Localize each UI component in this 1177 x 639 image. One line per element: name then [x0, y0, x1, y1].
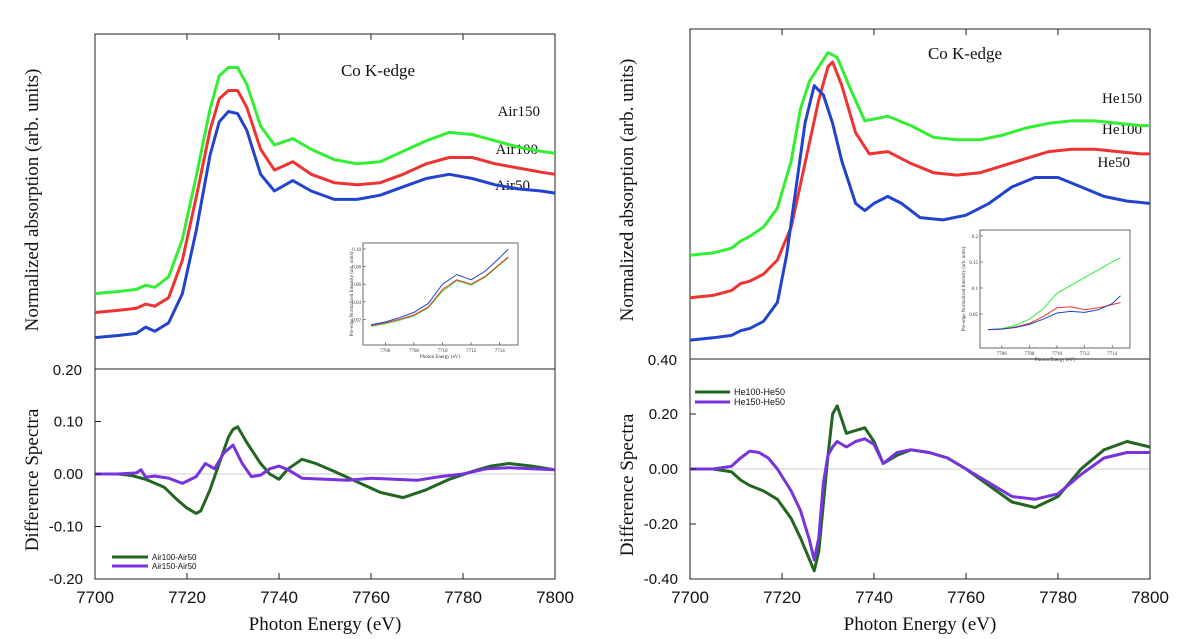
left-x-tick-label: 7760: [352, 588, 390, 607]
left-top-ytick: 0.20: [53, 362, 82, 379]
right-inset-xlabel: Photon Energy (eV): [1035, 358, 1076, 363]
chart-marks: 7700 7720 7740 7760 7780 7800 -0.20 -0.10 0.00 0.…: [49, 29, 1169, 607]
right-top-ylabel: Normalized absorption (arb. units): [617, 59, 638, 322]
right-inset-frame: [979, 229, 1131, 349]
right-legend-label-he150-he50: He150-He50: [734, 397, 785, 407]
left-bottom-y-tick-label: 0.00: [54, 466, 83, 483]
left-inset-xlabel: Photon Energy (eV): [420, 355, 461, 360]
left-inset-x-tick-label: 7706: [380, 349, 391, 354]
right-chart-title: Co K-edge: [928, 44, 1002, 63]
right-bottom-ylabel: Difference Spectra: [617, 413, 638, 556]
left-inset-y-tick-label: 0.04: [352, 301, 361, 306]
left-inset-y-tick-label: 0.06: [352, 283, 361, 288]
right-bottom-series-line-he100-he50: [690, 404, 1151, 573]
right-inset-x-tick-label: 7708: [1024, 352, 1035, 357]
left-inset-ylabel: Pre-edge Normalized Intensity (arb. unit…: [350, 251, 355, 336]
left-bottom-y-tick-label: 0.10: [54, 414, 83, 431]
left-top-series-line-air50: [94, 110, 556, 340]
left-inset-series-line: [370, 256, 509, 327]
right-inset-ylabel: Pre-edge Normalized Intensity (arb. unit…: [962, 246, 967, 331]
right-bottom-y-tick-label: 0.20: [649, 406, 678, 423]
left-x-tick-label: 7740: [260, 588, 298, 607]
left-legend-label-air100-air50: Air100-Air50: [152, 553, 197, 562]
right-inset-y-tick-label: 0.15: [969, 261, 978, 266]
left-top-ylabel: Normalized absorption (arb. units): [22, 69, 43, 332]
left-xlabel: Photon Energy (eV): [249, 614, 402, 635]
left-bottom-y-tick-label: -0.20: [49, 571, 83, 588]
right-inset-x-tick-label: 7714: [1107, 352, 1118, 357]
right-top-series-line-he100: [689, 60, 1150, 300]
left-x-tick-label: 7720: [168, 588, 206, 607]
right-inset-series-line: [987, 295, 1121, 331]
right-bottom-series-line-he150-he50: [690, 437, 1150, 562]
left-inset-x-tick-label: 7712: [466, 349, 477, 354]
left-top-series-line-air150: [94, 66, 556, 296]
left-x-tick-label: 7800: [536, 588, 574, 607]
left-bottom-series-line-air100-air50: [95, 425, 556, 515]
right-bottom-y-tick-label: 0.00: [649, 461, 678, 478]
left-top-series-line-air100: [94, 89, 556, 314]
right-x-tick-label: 7800: [1131, 588, 1169, 607]
right-top-ytick: 0.40: [648, 352, 677, 369]
right-inset-x-tick-label: 7712: [1080, 352, 1091, 357]
right-bottom-y-tick-label: -0.40: [644, 571, 678, 588]
right-x-tick-label: 7720: [763, 588, 801, 607]
right-x-tick-label: 7780: [1039, 588, 1077, 607]
left-legend-label-air150-air50: Air150-Air50: [152, 562, 197, 571]
left-inset-x-tick-label: 7710: [438, 349, 449, 354]
right-inset-y-tick-label: 0.05: [969, 313, 978, 318]
right-inset-x-tick-label: 7706: [997, 352, 1008, 357]
left-inset-x-tick-label: 7708: [409, 349, 420, 354]
right-inset-y-tick-label: 0.1: [972, 287, 979, 292]
right-x-tick-label: 7700: [671, 588, 709, 607]
left-inset-y-tick-label: 0.02: [352, 318, 361, 323]
right-top-series-line-he150: [689, 51, 1150, 257]
right-series-label-he150: He150: [1102, 91, 1142, 107]
left-inset-series-line: [370, 248, 509, 326]
right-legend-label-he100-he50: He100-He50: [734, 387, 785, 397]
left-x-tick-label: 7780: [444, 588, 482, 607]
left-inset-series-line: [370, 257, 509, 327]
right-inset-series-line: [987, 257, 1121, 331]
left-chart-title: Co K-edge: [341, 61, 415, 80]
right-inset-y-tick-label: 0.2: [972, 235, 979, 240]
left-inset-x-tick-label: 7714: [495, 349, 506, 354]
left-bottom-series-line-air150-air50: [95, 443, 556, 485]
left-inset-y-tick-label: 0.10: [352, 248, 361, 253]
right-bottom-y-tick-label: -0.20: [644, 516, 678, 533]
right-top-series-line-he50: [689, 84, 1151, 342]
left-inset-y-tick-label: 0.08: [352, 266, 361, 271]
left-bottom-y-tick-label: -0.10: [49, 519, 83, 536]
right-xlabel: Photon Energy (eV): [844, 614, 997, 635]
right-series-label-he50: He50: [1098, 155, 1131, 171]
left-series-label-air150: Air150: [498, 104, 541, 120]
right-x-tick-label: 7740: [855, 588, 893, 607]
left-series-label-air100: Air100: [496, 142, 539, 158]
left-x-tick-label: 7700: [76, 588, 114, 607]
left-bottom-ylabel: Difference Spectra: [22, 408, 43, 551]
right-x-tick-label: 7760: [947, 588, 985, 607]
right-inset-x-tick-label: 7710: [1052, 352, 1063, 357]
